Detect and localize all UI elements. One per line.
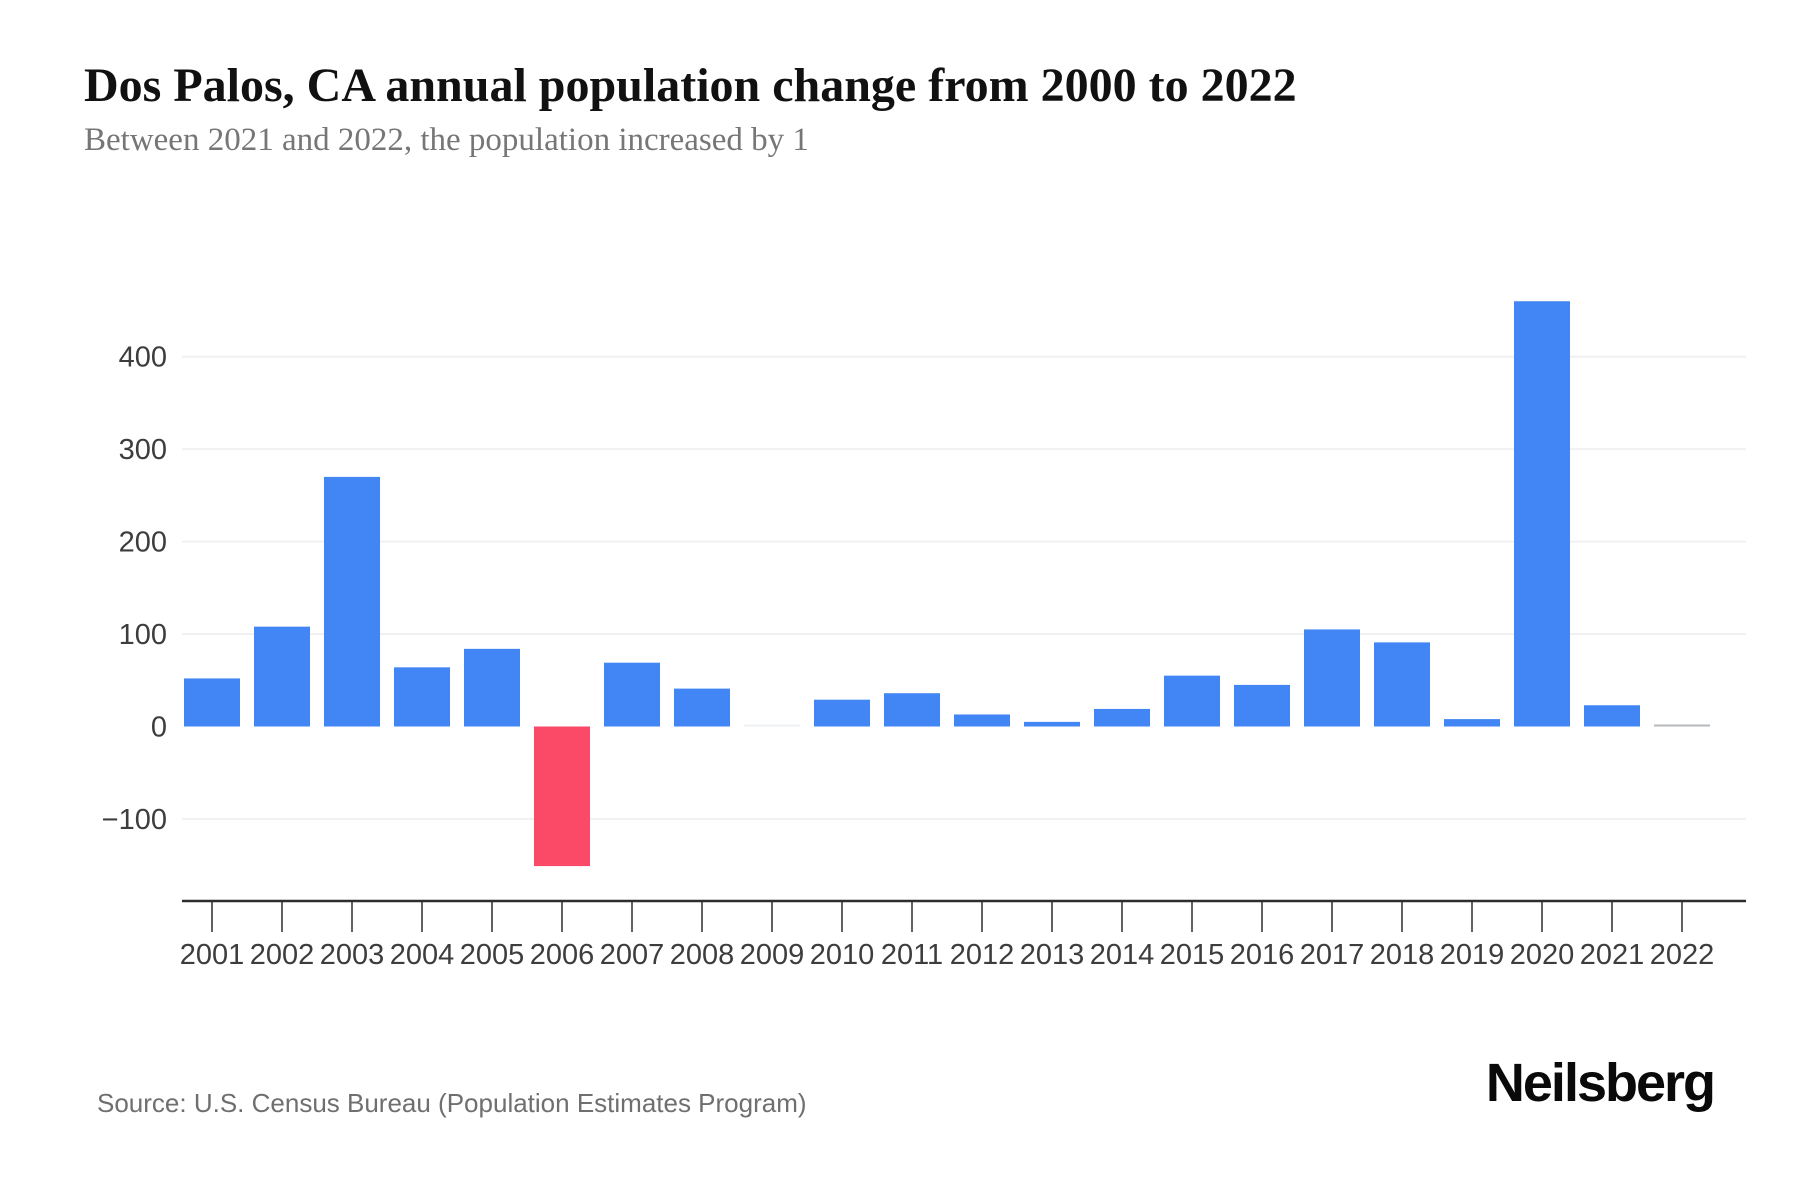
- y-axis-label--100: −100: [102, 804, 167, 836]
- page-subtitle: Between 2021 and 2022, the population in…: [84, 122, 809, 158]
- bar-2020[interactable]: [1514, 301, 1570, 727]
- x-axis-label-2002: 2002: [250, 939, 315, 971]
- x-axis-label-2020: 2020: [1510, 939, 1575, 971]
- x-axis-label-2007: 2007: [600, 939, 665, 971]
- page-title: Dos Palos, CA annual population change f…: [84, 59, 1297, 112]
- bar-2014[interactable]: [1094, 708, 1150, 727]
- x-axis-label-2015: 2015: [1160, 939, 1225, 971]
- bar-2011[interactable]: [884, 693, 940, 727]
- bar-2009[interactable]: [744, 724, 800, 727]
- bar-2022[interactable]: [1654, 724, 1710, 727]
- bar-2016[interactable]: [1234, 684, 1290, 727]
- bar-2007[interactable]: [604, 662, 660, 727]
- x-axis-label-2021: 2021: [1580, 939, 1645, 971]
- bar-2017[interactable]: [1304, 629, 1360, 727]
- x-axis-labels: 2001 2002 2003 2004 2005 2006 2007 2008 2009 2010…: [180, 939, 1715, 971]
- bar-2008[interactable]: [674, 688, 730, 727]
- y-axis-label-200: 200: [119, 527, 167, 559]
- y-axis-label-0: 0: [151, 712, 167, 744]
- bar-2021[interactable]: [1584, 705, 1640, 727]
- bar-2006[interactable]: [534, 726, 590, 867]
- x-axis-label-2009: 2009: [740, 939, 805, 971]
- source-note: Source: U.S. Census Bureau (Population E…: [97, 1088, 807, 1118]
- bar-2003[interactable]: [324, 476, 380, 727]
- bar-2018[interactable]: [1374, 642, 1430, 727]
- x-axis-label-2022: 2022: [1650, 939, 1715, 971]
- y-axis-labels: 400 300 200 100 0 −100: [102, 342, 167, 836]
- brand-logo[interactable]: Neilsberg: [1485, 1053, 1716, 1113]
- x-axis-label-2018: 2018: [1370, 939, 1435, 971]
- x-axis-label-2005: 2005: [460, 939, 525, 971]
- x-axis-label-2019: 2019: [1440, 939, 1505, 971]
- x-axis-label-2004: 2004: [390, 939, 455, 971]
- bar-2001[interactable]: [184, 678, 240, 727]
- bars: [184, 301, 1710, 867]
- y-axis-label-400: 400: [119, 342, 167, 374]
- x-axis-label-2016: 2016: [1230, 939, 1295, 971]
- x-axis-ticks: [211, 901, 1683, 932]
- x-axis-label-2012: 2012: [950, 939, 1015, 971]
- x-axis-label-2013: 2013: [1020, 939, 1085, 971]
- bar-2002[interactable]: [254, 626, 310, 727]
- x-axis-label-2010: 2010: [810, 939, 875, 971]
- y-axis-label-100: 100: [119, 619, 167, 651]
- gridlines: [182, 355, 1746, 820]
- x-axis-label-2011: 2011: [881, 939, 943, 971]
- x-axis-label-2014: 2014: [1090, 939, 1155, 971]
- bar-2005[interactable]: [464, 648, 520, 727]
- bar-2010[interactable]: [814, 699, 870, 727]
- x-axis-label-2008: 2008: [670, 939, 735, 971]
- y-axis-label-300: 300: [119, 434, 167, 466]
- bar-2013[interactable]: [1024, 721, 1080, 727]
- bar-2019[interactable]: [1444, 719, 1500, 727]
- x-axis-label-2017: 2017: [1300, 939, 1365, 971]
- x-axis-label-2006: 2006: [530, 939, 595, 971]
- bar-2004[interactable]: [394, 667, 450, 727]
- bar-2012[interactable]: [954, 714, 1010, 727]
- bar-2015[interactable]: [1164, 675, 1220, 727]
- x-axis-label-2003: 2003: [320, 939, 385, 971]
- x-axis-label-2001: 2001: [180, 939, 245, 971]
